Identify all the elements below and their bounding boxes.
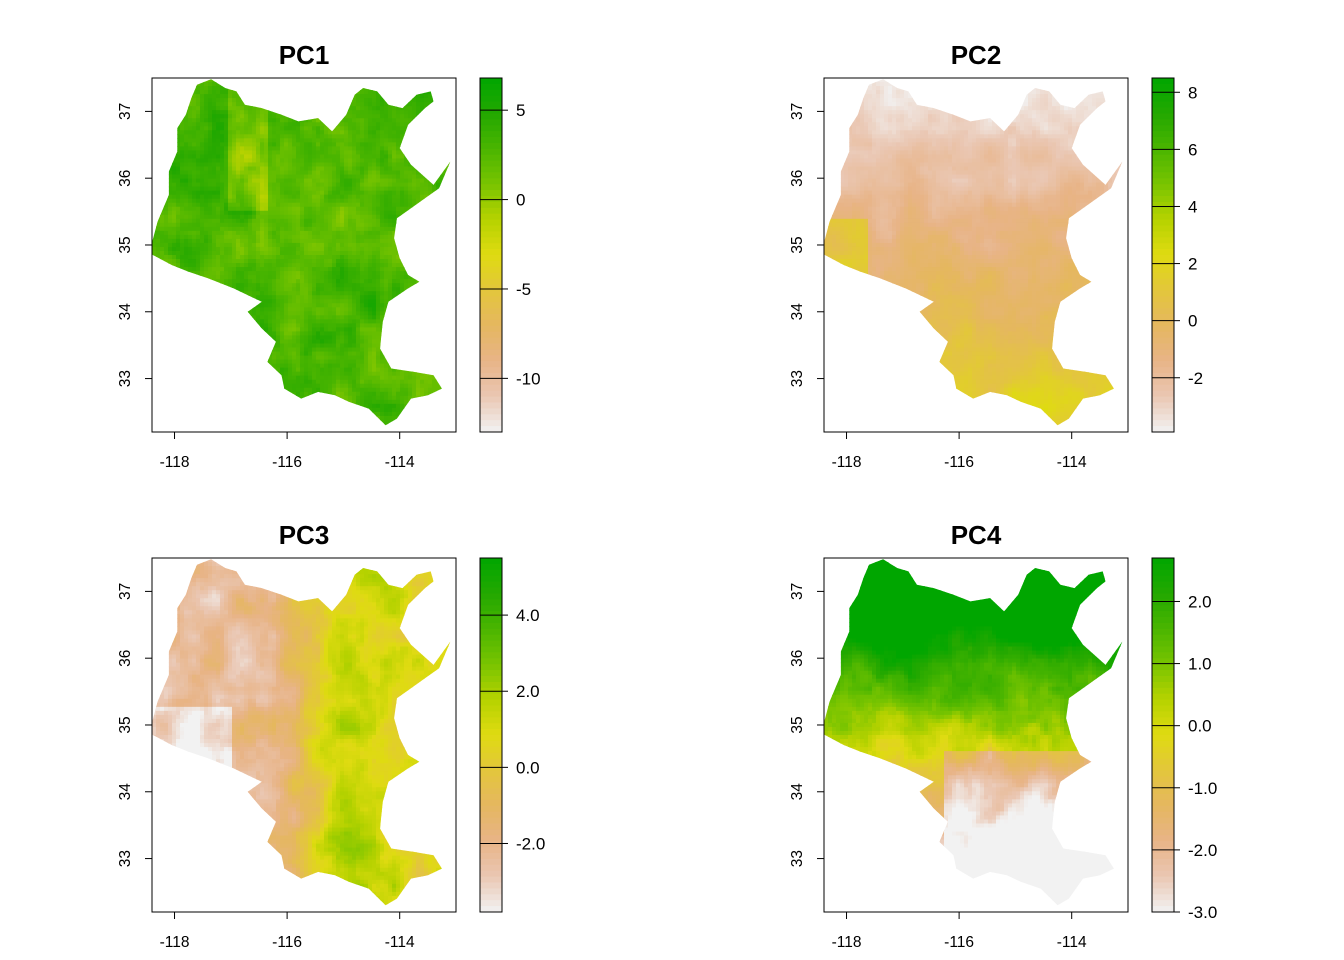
legend-tick-label: 1.0 xyxy=(1188,655,1212,674)
y-tick-label: 35 xyxy=(117,716,134,733)
legend-tick-label: 4.0 xyxy=(516,606,540,625)
panel-title: PC4 xyxy=(951,520,1002,550)
panel-title: PC1 xyxy=(279,40,330,70)
x-tick-label: -114 xyxy=(1057,934,1087,951)
legend-tick-label: 4 xyxy=(1188,197,1197,216)
legend-colorbar xyxy=(479,77,503,433)
legend-tick-label: -2.0 xyxy=(516,834,545,853)
y-tick-label: 34 xyxy=(117,783,134,801)
y-tick-label: 37 xyxy=(117,103,134,120)
y-tick-label: 36 xyxy=(117,170,134,187)
y-tick-label: 34 xyxy=(117,303,134,321)
y-tick-label: 35 xyxy=(117,236,134,253)
x-tick-label: -114 xyxy=(385,934,415,951)
plot-frame xyxy=(151,77,457,433)
raster-field xyxy=(824,559,1123,906)
legend-colorbar xyxy=(1151,557,1175,913)
raster-field xyxy=(824,79,1123,426)
x-tick-label: -118 xyxy=(832,454,862,471)
y-tick-label: 34 xyxy=(789,303,806,321)
y-tick-label: 35 xyxy=(789,716,806,733)
y-tick-label: 36 xyxy=(789,170,806,187)
panel-title: PC2 xyxy=(951,40,1002,70)
y-tick-label: 33 xyxy=(117,370,134,387)
legend-colorbar xyxy=(1151,77,1175,433)
x-tick-label: -118 xyxy=(832,934,862,951)
y-tick-label: 33 xyxy=(789,850,806,867)
legend-tick-label: 2 xyxy=(1188,255,1197,274)
x-tick-label: -118 xyxy=(160,934,190,951)
panel-pc3: PC3 -118 -116 -114 33 34 35 36 37 4.0 2.0 0.0 -2.0 xyxy=(117,520,545,951)
y-tick-label: 37 xyxy=(789,103,806,120)
x-tick-label: -116 xyxy=(944,934,974,951)
panel-title: PC3 xyxy=(279,520,330,550)
y-tick-label: 34 xyxy=(789,783,806,801)
plot-frame xyxy=(823,77,1129,433)
legend-tick-label: 0.0 xyxy=(516,758,540,777)
raster-field xyxy=(152,79,451,426)
x-tick-label: -118 xyxy=(160,454,190,471)
legend-tick-label: -5 xyxy=(516,280,531,299)
legend-tick-label: 8 xyxy=(1188,83,1197,102)
x-tick-label: -114 xyxy=(1057,454,1087,471)
legend-tick-label: -3.0 xyxy=(1188,903,1217,922)
y-tick-label: 37 xyxy=(117,583,134,600)
y-tick-label: 33 xyxy=(117,850,134,867)
legend-tick-label: 2.0 xyxy=(1188,592,1212,611)
panel-pc4: PC4 -118 -116 -114 33 34 35 36 37 2.0 1.0 0.0 -1.0 -2… xyxy=(789,520,1217,951)
raster-field xyxy=(152,559,451,906)
x-tick-label: -116 xyxy=(944,454,974,471)
plot-frame xyxy=(823,557,1129,913)
y-tick-label: 33 xyxy=(789,370,806,387)
legend-colorbar xyxy=(479,557,503,913)
legend-tick-label: 5 xyxy=(516,101,525,120)
legend-tick-label: 0 xyxy=(1188,312,1197,331)
y-tick-label: 36 xyxy=(789,650,806,667)
x-tick-label: -114 xyxy=(385,454,415,471)
legend-tick-label: 0 xyxy=(516,191,525,210)
panel-pc2: PC2 -118 -116 -114 33 34 35 36 37 8 6 4 2 0 -2 xyxy=(789,40,1203,471)
legend-tick-label: 0.0 xyxy=(1188,717,1212,736)
y-tick-label: 36 xyxy=(117,650,134,667)
legend-tick-label: 6 xyxy=(1188,140,1197,159)
legend-tick-label: -10 xyxy=(516,369,541,388)
legend-tick-label: -2.0 xyxy=(1188,841,1217,860)
plot-frame xyxy=(151,557,457,913)
x-tick-label: -116 xyxy=(272,454,302,471)
legend-tick-label: -1.0 xyxy=(1188,779,1217,798)
y-tick-label: 37 xyxy=(789,583,806,600)
legend-tick-label: -2 xyxy=(1188,369,1203,388)
panel-pc1: PC1 -118 -116 -114 33 34 35 36 37 5 0 -5 -10 xyxy=(117,40,541,471)
x-tick-label: -116 xyxy=(272,934,302,951)
y-tick-label: 35 xyxy=(789,236,806,253)
legend-tick-label: 2.0 xyxy=(516,682,540,701)
